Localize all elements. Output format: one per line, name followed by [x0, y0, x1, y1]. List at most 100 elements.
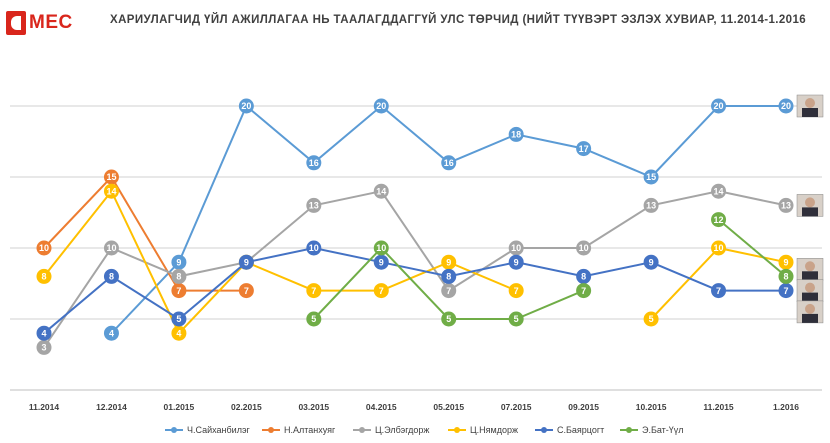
data-point — [778, 98, 794, 114]
data-point — [171, 254, 187, 270]
data-point — [171, 325, 187, 341]
data-label: 5 — [514, 314, 519, 324]
series-group: 5 10 5 5 7 12 8 — [306, 212, 794, 327]
legend-label: Н.Алтанхуяг — [284, 425, 336, 435]
data-point — [171, 268, 187, 284]
data-point — [643, 197, 659, 213]
data-point — [441, 283, 457, 299]
series-group: 8 14 4 9 7 7 9 7 5 10 9 — [36, 183, 794, 341]
data-label: 18 — [511, 130, 521, 140]
portrait-photo — [796, 194, 824, 217]
data-point — [103, 169, 119, 185]
series-group: 4 9 20 16 20 16 18 17 15 20 20 — [103, 98, 794, 341]
data-label: 20 — [714, 101, 724, 111]
data-label: 10 — [309, 243, 319, 253]
data-point — [508, 254, 524, 270]
legend-item: Э.Бат-Үүл — [620, 425, 684, 435]
legend-item: Н.Алтанхуяг — [262, 425, 336, 435]
data-point — [643, 254, 659, 270]
data-label: 5 — [649, 314, 654, 324]
data-label: 16 — [444, 158, 454, 168]
data-point — [778, 254, 794, 270]
data-label: 9 — [649, 257, 654, 267]
data-label: 8 — [176, 272, 181, 282]
portrait-photo — [796, 258, 824, 281]
data-label: 10 — [714, 243, 724, 253]
data-label: 20 — [241, 101, 251, 111]
series-line — [43, 190, 787, 348]
data-label: 14 — [714, 186, 724, 196]
legend-marker — [541, 427, 547, 433]
data-point — [508, 283, 524, 299]
data-point — [171, 311, 187, 327]
x-tick-label: 11.2014 — [29, 402, 60, 412]
data-label: 20 — [376, 101, 386, 111]
data-label: 7 — [716, 286, 721, 296]
series-line — [717, 218, 787, 278]
mec-logo-mark — [6, 11, 26, 35]
data-label: 20 — [781, 101, 791, 111]
x-tick-label: 1.2016 — [773, 402, 799, 412]
data-label: 8 — [109, 272, 114, 282]
x-tick-label: 10.2015 — [636, 402, 667, 412]
data-label: 9 — [176, 257, 181, 267]
data-point — [576, 240, 592, 256]
data-label: 17 — [579, 144, 589, 154]
mec-logo: MEC — [6, 6, 86, 40]
data-label: 12 — [714, 215, 724, 225]
data-label: 8 — [41, 272, 46, 282]
legend-marker — [268, 427, 274, 433]
data-label: 10 — [511, 243, 521, 253]
x-axis-ticks: 11.2014 12.2014 01.2015 02.2015 03.2015 04.20… — [29, 402, 799, 412]
legend-item: Ч.Сайханбилэг — [165, 425, 251, 435]
data-label: 7 — [514, 286, 519, 296]
data-point — [373, 240, 389, 256]
data-point — [373, 183, 389, 199]
data-point — [306, 283, 322, 299]
data-point — [441, 268, 457, 284]
legend-marker — [626, 427, 632, 433]
data-label: 14 — [376, 186, 386, 196]
legend-item: С.Баярцогт — [535, 425, 604, 435]
data-point — [36, 240, 52, 256]
data-point — [778, 197, 794, 213]
data-label: 8 — [581, 272, 586, 282]
data-point — [711, 212, 727, 228]
legend-label: Э.Бат-Үүл — [642, 425, 684, 435]
data-point — [711, 283, 727, 299]
data-point — [373, 283, 389, 299]
series-group: 4 8 5 9 10 9 8 9 8 9 7 7 — [36, 240, 794, 341]
series-line — [43, 246, 786, 334]
data-label: 4 — [41, 328, 46, 338]
data-point — [36, 268, 52, 284]
data-label: 4 — [109, 328, 114, 338]
data-point — [711, 183, 727, 199]
data-point — [238, 283, 254, 299]
data-label: 7 — [311, 286, 316, 296]
data-point — [508, 126, 524, 142]
data-label: 16 — [309, 158, 319, 168]
legend-item: Ц.Нямдорж — [448, 425, 518, 435]
series-layer: 4920162016181715202010157731089131471010… — [36, 98, 794, 355]
data-point — [576, 268, 592, 284]
x-tick-label: 12.2014 — [96, 402, 127, 412]
data-point — [36, 339, 52, 355]
data-point — [643, 169, 659, 185]
portrait-photo — [796, 300, 824, 324]
legend-label: Ч.Сайханбилэг — [187, 425, 251, 435]
data-point — [441, 155, 457, 171]
data-label: 3 — [41, 343, 46, 353]
data-label: 14 — [106, 186, 116, 196]
series-group: 3 10 8 9 13 14 7 10 10 13 14 13 — [36, 183, 794, 355]
data-label: 5 — [446, 314, 451, 324]
legend: Ч.Сайханбилэг Н.Алтанхуяг Ц.Элбэгдорж Ц.Ням… — [165, 425, 684, 435]
legend-marker — [454, 427, 460, 433]
data-point — [36, 325, 52, 341]
legend-marker — [171, 427, 177, 433]
data-point — [441, 311, 457, 327]
data-label: 9 — [446, 257, 451, 267]
data-label: 7 — [379, 286, 384, 296]
legend-item: Ц.Элбэгдорж — [353, 425, 429, 435]
data-point — [306, 311, 322, 327]
